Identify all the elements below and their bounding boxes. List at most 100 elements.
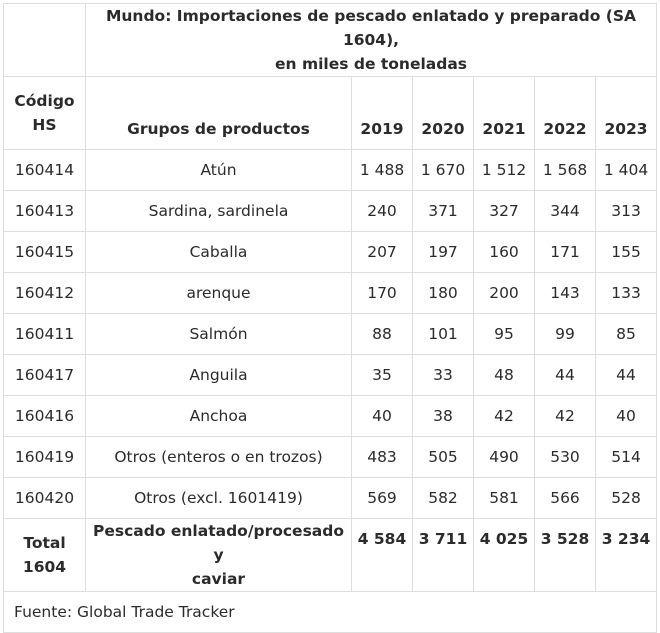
row-code: 160412	[3, 272, 86, 314]
row-value: 240	[351, 190, 413, 232]
row-value: 180	[412, 272, 474, 314]
row-name: Sardina, sardinela	[85, 190, 352, 232]
row-value: 207	[351, 231, 413, 273]
total-name-line1: Pescado enlatado/procesado y	[93, 522, 344, 564]
row-value: 35	[351, 354, 413, 396]
imports-table: Mundo: Importaciones de pescado enlatado…	[2, 3, 658, 633]
total-code-line1: Total	[23, 534, 66, 552]
empty-corner-cell	[3, 3, 86, 77]
row-value: 1 488	[351, 149, 413, 191]
row-value: 99	[534, 313, 596, 355]
header-code-line2: HS	[32, 116, 57, 134]
row-value: 569	[351, 477, 413, 519]
row-value: 85	[594, 313, 658, 355]
total-name-line2: caviar	[191, 570, 246, 588]
table-row: 160417 Anguila 35 33 48 44 44	[3, 354, 658, 396]
row-value: 38	[412, 395, 474, 437]
title-row: Mundo: Importaciones de pescado enlatado…	[3, 3, 658, 77]
table-row: 160415 Caballa 207 197 160 171 155	[3, 231, 658, 273]
row-value: 514	[594, 436, 658, 478]
row-value: 1 512	[473, 149, 535, 191]
row-value: 1 404	[594, 149, 658, 191]
total-row: Total 1604 Pescado enlatado/procesado y …	[3, 518, 658, 592]
row-code: 160415	[3, 231, 86, 273]
table-row: 160416 Anchoa 40 38 42 42 40	[3, 395, 658, 437]
row-value: 42	[534, 395, 596, 437]
header-year-2023: 2023	[594, 76, 658, 150]
total-value: 3 711	[412, 518, 474, 592]
total-code: Total 1604	[3, 518, 86, 592]
row-code: 160420	[3, 477, 86, 519]
total-value: 3 528	[534, 518, 596, 592]
row-value: 582	[412, 477, 474, 519]
total-value: 3 234	[594, 518, 658, 592]
table-row: 160413 Sardina, sardinela 240 371 327 34…	[3, 190, 658, 232]
row-code: 160419	[3, 436, 86, 478]
row-value: 160	[473, 231, 535, 273]
table-row: 160420 Otros (excl. 1601419) 569 582 581…	[3, 477, 658, 519]
row-value: 313	[594, 190, 658, 232]
header-group: Grupos de productos	[85, 76, 352, 150]
row-value: 48	[473, 354, 535, 396]
source-row: Fuente: Global Trade Tracker	[2, 591, 658, 633]
row-value: 528	[594, 477, 658, 519]
row-value: 566	[534, 477, 596, 519]
table-row: 160412 arenque 170 180 200 143 133	[3, 272, 658, 314]
row-name: Anchoa	[85, 395, 352, 437]
row-name: Otros (enteros o en trozos)	[85, 436, 352, 478]
total-value: 4 584	[351, 518, 413, 592]
column-header-row: Código HS Grupos de productos 2019 2020 …	[3, 76, 658, 150]
row-value: 42	[473, 395, 535, 437]
row-value: 95	[473, 313, 535, 355]
row-value: 155	[594, 231, 658, 273]
row-name: Caballa	[85, 231, 352, 273]
row-value: 344	[534, 190, 596, 232]
row-value: 197	[412, 231, 474, 273]
header-year-2020: 2020	[412, 76, 474, 150]
header-year-2019: 2019	[351, 76, 413, 150]
row-value: 88	[351, 313, 413, 355]
row-name: Salmón	[85, 313, 352, 355]
table-row: 160414 Atún 1 488 1 670 1 512 1 568 1 40…	[3, 149, 658, 191]
row-value: 200	[473, 272, 535, 314]
row-value: 171	[534, 231, 596, 273]
table-title-line1: Mundo: Importaciones de pescado enlatado…	[105, 7, 637, 49]
row-value: 133	[594, 272, 658, 314]
row-value: 33	[412, 354, 474, 396]
header-year-2021: 2021	[473, 76, 535, 150]
row-code: 160413	[3, 190, 86, 232]
row-name: Atún	[85, 149, 352, 191]
total-value: 4 025	[473, 518, 535, 592]
row-value: 143	[534, 272, 596, 314]
row-value: 1 670	[412, 149, 474, 191]
source-note: Fuente: Global Trade Tracker	[2, 591, 658, 633]
table-row: 160419 Otros (enteros o en trozos) 483 5…	[3, 436, 658, 478]
row-value: 101	[412, 313, 474, 355]
row-value: 530	[534, 436, 596, 478]
row-value: 44	[594, 354, 658, 396]
row-code: 160416	[3, 395, 86, 437]
row-value: 490	[473, 436, 535, 478]
table-row: 160411 Salmón 88 101 95 99 85	[3, 313, 658, 355]
header-code: Código HS	[3, 76, 86, 150]
total-name: Pescado enlatado/procesado y caviar	[85, 518, 352, 592]
row-value: 40	[594, 395, 658, 437]
table-title-line2: en miles de toneladas	[275, 55, 468, 73]
row-name: arenque	[85, 272, 352, 314]
row-name: Otros (excl. 1601419)	[85, 477, 352, 519]
table-title: Mundo: Importaciones de pescado enlatado…	[84, 3, 658, 77]
row-code: 160414	[3, 149, 86, 191]
header-year-2022: 2022	[534, 76, 596, 150]
row-value: 483	[351, 436, 413, 478]
row-value: 40	[351, 395, 413, 437]
row-name: Anguila	[85, 354, 352, 396]
header-code-line1: Código	[14, 92, 75, 110]
row-value: 170	[351, 272, 413, 314]
row-value: 581	[473, 477, 535, 519]
row-value: 505	[412, 436, 474, 478]
row-value: 371	[412, 190, 474, 232]
row-code: 160417	[3, 354, 86, 396]
row-value: 44	[534, 354, 596, 396]
row-value: 1 568	[534, 149, 596, 191]
row-code: 160411	[3, 313, 86, 355]
